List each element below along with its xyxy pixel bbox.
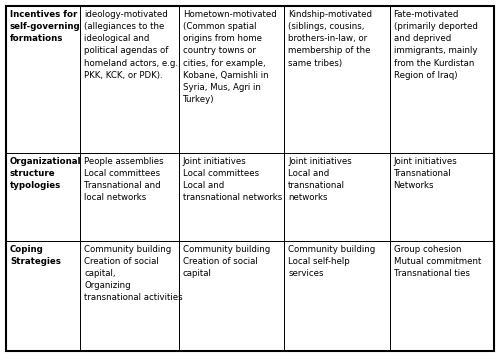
Text: People assemblies
Local committees
Transnational and
local networks: People assemblies Local committees Trans… — [84, 157, 164, 202]
Bar — [390, 153, 494, 241]
Text: Group cohesion
Mutual commitment
Transnational ties: Group cohesion Mutual commitment Transna… — [394, 245, 481, 278]
Bar — [284, 153, 390, 241]
Bar — [179, 241, 284, 351]
Text: ideology-motivated
(allegiances to the
ideological and
political agendas of
home: ideology-motivated (allegiances to the i… — [84, 10, 181, 80]
Bar — [390, 6, 494, 153]
Bar — [284, 241, 390, 351]
Text: Hometown-motivated
(Common spatial
origins from home
country towns or
cities, fo: Hometown-motivated (Common spatial origi… — [183, 10, 276, 104]
Bar — [6, 153, 80, 241]
Text: Kindship-motivated
(siblings, cousins,
brothers-in-law, or
membership of the
sam: Kindship-motivated (siblings, cousins, b… — [288, 10, 372, 67]
Text: Community building
Creation of social
capital: Community building Creation of social ca… — [183, 245, 270, 278]
Bar — [6, 241, 80, 351]
Bar — [179, 153, 284, 241]
Bar — [80, 6, 179, 153]
Text: Joint initiatives
Transnational
Networks: Joint initiatives Transnational Networks — [394, 157, 458, 190]
Bar — [390, 241, 494, 351]
Bar — [179, 6, 284, 153]
Bar — [80, 241, 179, 351]
Text: Joint initiatives
Local and
transnational
networks: Joint initiatives Local and transnationa… — [288, 157, 352, 202]
Text: Incentives for
self-governing
formations: Incentives for self-governing formations — [10, 10, 80, 43]
Bar — [80, 153, 179, 241]
Text: Fate-motivated
(primarily deported
and deprived
immigrants, mainly
from the Kurd: Fate-motivated (primarily deported and d… — [394, 10, 477, 80]
Text: Coping
Strategies: Coping Strategies — [10, 245, 61, 266]
Text: Community building
Local self-help
services: Community building Local self-help servi… — [288, 245, 376, 278]
Text: Community building
Creation of social
capital,
Organizing
transnational activiti: Community building Creation of social ca… — [84, 245, 183, 302]
Bar — [284, 6, 390, 153]
Text: Joint initiatives
Local committees
Local and
transnational networks: Joint initiatives Local committees Local… — [183, 157, 282, 202]
Text: Organizational
structure
typologies: Organizational structure typologies — [10, 157, 82, 190]
Bar — [6, 6, 80, 153]
